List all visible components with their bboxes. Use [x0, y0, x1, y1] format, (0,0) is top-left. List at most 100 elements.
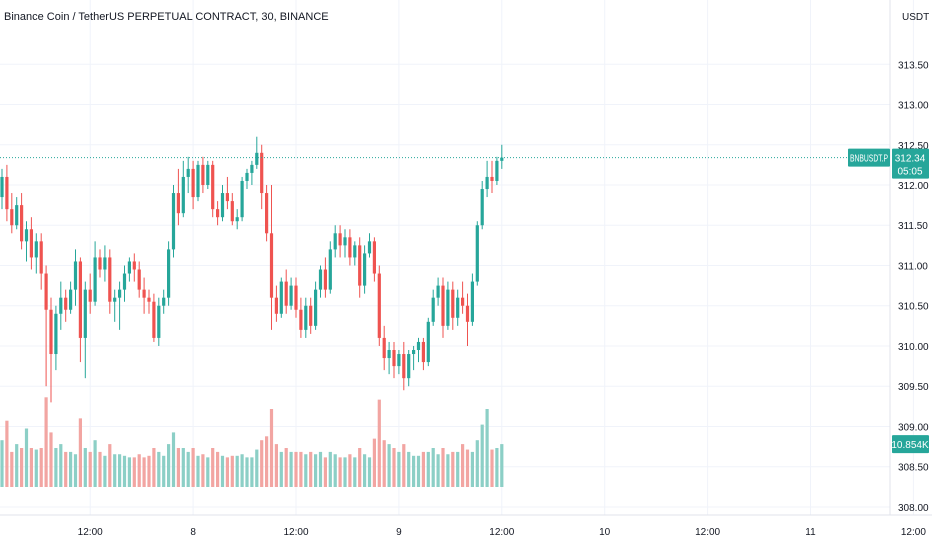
volume-bar [162, 455, 166, 487]
candle-body [382, 337, 386, 359]
volume-bar [377, 399, 381, 487]
candle-body [314, 289, 318, 326]
candle-body [201, 164, 205, 185]
volume-bar [240, 454, 244, 487]
candle-body [73, 261, 78, 290]
candle-body [132, 261, 136, 270]
candle-body [451, 289, 455, 318]
volume-bar [181, 448, 185, 487]
volume-bar [171, 432, 176, 487]
volume-bar [343, 457, 347, 487]
volume-bar [29, 448, 33, 487]
volume-bar [407, 451, 411, 487]
candle-body [181, 176, 185, 214]
candle-body [206, 164, 210, 185]
volume-bar [289, 451, 293, 487]
volume-bar [470, 451, 474, 487]
candle-body [211, 164, 215, 210]
candle-body [441, 285, 445, 326]
candle-body [274, 297, 278, 314]
candle-body [323, 269, 327, 290]
candle-body [29, 229, 33, 258]
volume-bar [465, 449, 470, 487]
candle-body [260, 152, 264, 194]
candle-body [250, 164, 254, 173]
x-tick-label: 12:00 [901, 527, 926, 538]
volume-bar [137, 454, 141, 487]
volume-bar [480, 424, 484, 487]
candle-body [54, 313, 58, 355]
volume-bar [235, 455, 239, 487]
volume-bar [451, 451, 455, 487]
y-tick-label: 308.50 [898, 463, 929, 474]
candle-body [348, 237, 352, 258]
candle-body [59, 297, 63, 314]
volume-bar [132, 457, 136, 487]
candle-body [397, 354, 401, 367]
volume-bar [309, 451, 313, 487]
candle-body [475, 225, 479, 282]
volume-bar [78, 418, 82, 487]
volume-bar [387, 444, 391, 487]
volume-bar [34, 449, 38, 487]
volume-bar [98, 451, 102, 487]
volume-bar [186, 451, 190, 487]
y-tick-label: 309.00 [898, 422, 929, 433]
volume-bar [225, 457, 229, 487]
candle-body [338, 233, 342, 246]
candle-body [328, 249, 332, 290]
volume-bar [416, 455, 421, 487]
volume-bar [314, 454, 318, 487]
candle-body [34, 241, 38, 258]
volume-bar [436, 454, 440, 487]
y-tick-label: 312.50 [898, 141, 929, 152]
candle-body [122, 273, 127, 290]
volume-bar [274, 444, 278, 487]
volume-bar [10, 451, 14, 487]
volume-badge [892, 435, 929, 454]
candle-body [402, 354, 406, 379]
candle-body [407, 354, 411, 379]
candle-body [220, 193, 225, 218]
candle-body [113, 297, 117, 302]
volume-bar [122, 455, 127, 487]
volume-bar [284, 448, 288, 487]
volume-bar [265, 436, 269, 487]
candle-body [5, 176, 9, 210]
candle-body [64, 297, 68, 310]
candle-body [456, 297, 460, 318]
candle-body [426, 321, 430, 363]
volume-bar [328, 451, 332, 487]
x-tick-label: 12:00 [78, 527, 103, 538]
candle-body [167, 249, 171, 298]
volume-bar [93, 440, 97, 487]
candle-body [20, 205, 24, 242]
candle-body [480, 189, 484, 226]
volume-bar [64, 451, 68, 487]
candle-body [363, 253, 367, 286]
candle-body [69, 289, 73, 310]
candle-body [147, 297, 151, 302]
volume-bar [279, 451, 283, 487]
volume-bar [490, 449, 494, 487]
candle-body [127, 261, 131, 274]
x-tick-label: 9 [396, 527, 402, 538]
candle-body [367, 241, 372, 254]
volume-bar [108, 444, 112, 487]
symbol-badge [848, 148, 890, 167]
candle-body [465, 305, 470, 322]
candle-body [88, 289, 92, 302]
candle-body [235, 217, 239, 222]
candle-body [358, 245, 362, 286]
volume-bar [358, 448, 362, 487]
candle-body [500, 157, 504, 161]
candle-body [103, 257, 107, 270]
candle-body [44, 273, 48, 310]
volume-bar [397, 451, 401, 487]
volume-bar [118, 454, 122, 487]
symbol-badge-text: BNBUSDT.P [850, 154, 888, 165]
y-tick-label: 310.50 [898, 302, 929, 313]
volume-bar [69, 451, 73, 487]
candle-body [162, 297, 166, 306]
